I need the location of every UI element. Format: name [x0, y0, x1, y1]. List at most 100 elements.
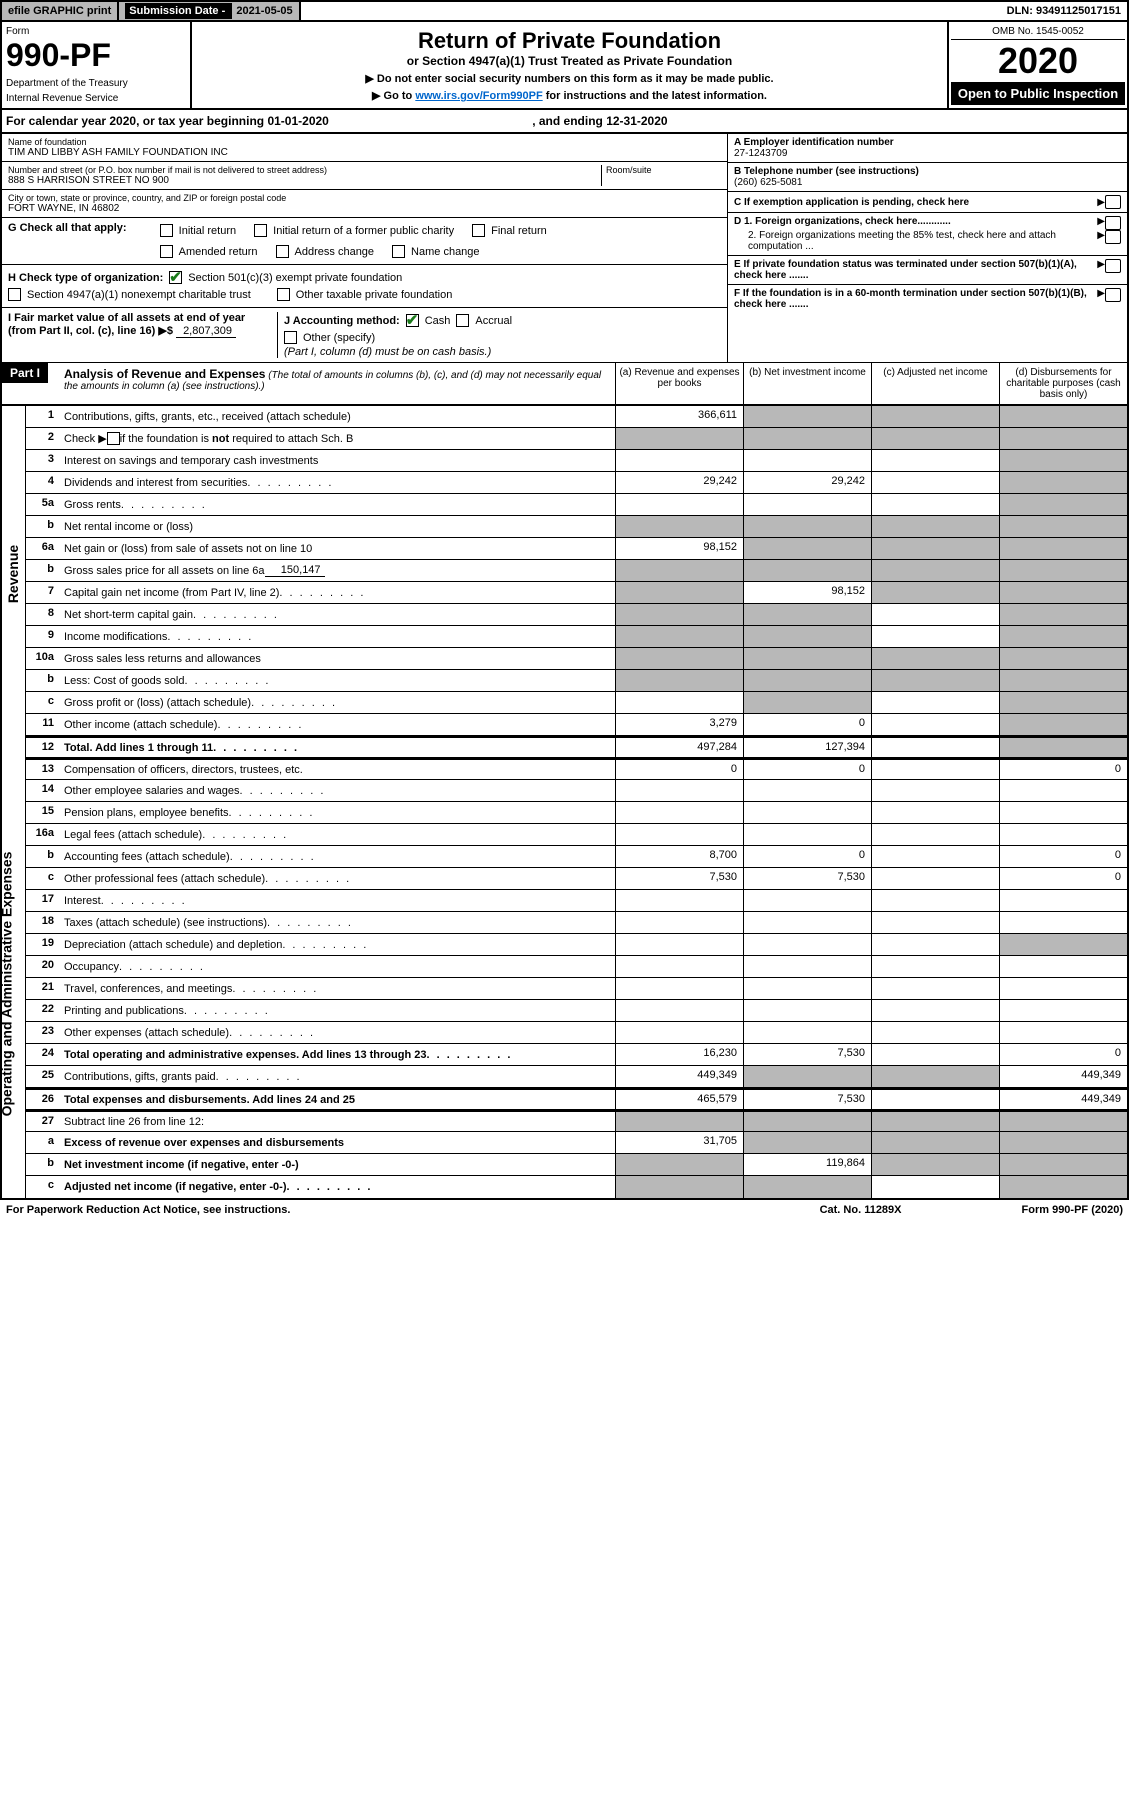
b-label: B Telephone number (see instructions) [734, 166, 1121, 177]
city-label: City or town, state or province, country… [8, 193, 721, 203]
arrow-icon: ▶ [1097, 216, 1105, 230]
g-label: G Check all that apply: [8, 222, 127, 234]
g-final-return[interactable]: Final return [472, 222, 547, 239]
entity-info: Name of foundation TIM AND LIBBY ASH FAM… [0, 134, 1129, 362]
row-7: 7Capital gain net income (from Part IV, … [26, 582, 1127, 604]
row-5a: 5aGross rents [26, 494, 1127, 516]
efile-label[interactable]: efile GRAPHIC print [2, 2, 119, 20]
table-rows: 1Contributions, gifts, grants, etc., rec… [26, 406, 1127, 1198]
subdate-label: Submission Date - [125, 3, 232, 19]
expenses-label: Operating and Administrative Expenses [0, 852, 14, 1117]
g-address-change[interactable]: Address change [276, 243, 375, 260]
j-note: (Part I, column (d) must be on cash basi… [284, 346, 721, 358]
h-501c3: Section 501(c)(3) exempt private foundat… [188, 272, 402, 284]
calyear-end: 12-31-2020 [606, 114, 667, 128]
6b-value: 150,147 [265, 564, 325, 577]
f-label: F If the foundation is in a 60-month ter… [734, 288, 1097, 310]
g-initial-return[interactable]: Initial return [160, 222, 236, 239]
row-6a: 6aNet gain or (loss) from sale of assets… [26, 538, 1127, 560]
f-cell: F If the foundation is in a 60-month ter… [728, 285, 1127, 313]
irs-link[interactable]: www.irs.gov/Form990PF [415, 90, 542, 102]
footer-left: For Paperwork Reduction Act Notice, see … [6, 1204, 290, 1216]
j-other-checkbox[interactable] [284, 331, 297, 344]
part1-title-cell: Analysis of Revenue and Expenses (The to… [60, 363, 615, 404]
row-20: 20Occupancy [26, 956, 1127, 978]
row-27: 27Subtract line 26 from line 12: [26, 1110, 1127, 1132]
footer-formno: Form 990-PF (2020) [1022, 1204, 1123, 1216]
calyear-begin: 01-01-2020 [267, 114, 328, 128]
f-checkbox[interactable] [1105, 288, 1121, 302]
schb-checkbox[interactable] [107, 432, 120, 445]
note2-pre: ▶ Go to [372, 90, 415, 102]
a-label: A Employer identification number [734, 137, 1121, 148]
section-ij: I Fair market value of all assets at end… [2, 308, 727, 362]
g-amended-return[interactable]: Amended return [160, 243, 258, 260]
calyear-pre: For calendar year 2020, or tax year begi… [6, 114, 267, 128]
form-subtitle: or Section 4947(a)(1) Trust Treated as P… [198, 54, 941, 68]
row-4: 4Dividends and interest from securities2… [26, 472, 1127, 494]
g-name-change[interactable]: Name change [392, 243, 480, 260]
calyear-mid: , and ending [532, 114, 606, 128]
row-14: 14Other employee salaries and wages [26, 780, 1127, 802]
c-cell: C If exemption application is pending, c… [728, 192, 1127, 213]
d2-checkbox[interactable] [1105, 230, 1121, 244]
footer-catno: Cat. No. 11289X [820, 1204, 902, 1216]
subdate-value: 2021-05-05 [236, 5, 292, 17]
address: 888 S HARRISON STREET NO 900 [8, 175, 601, 186]
e-checkbox[interactable] [1105, 259, 1121, 273]
note-ssn: ▶ Do not enter social security numbers o… [198, 72, 941, 85]
page-footer: For Paperwork Reduction Act Notice, see … [0, 1200, 1129, 1220]
header-right: OMB No. 1545-0052 2020 Open to Public In… [947, 22, 1127, 108]
j-accrual: Accrual [475, 315, 512, 327]
main-table: Revenue Operating and Administrative Exp… [0, 406, 1129, 1200]
d1-checkbox[interactable] [1105, 216, 1121, 230]
g-initial-former[interactable]: Initial return of a former public charit… [254, 222, 454, 239]
form-header: Form 990-PF Department of the Treasury I… [0, 22, 1129, 110]
row-18: 18Taxes (attach schedule) (see instructi… [26, 912, 1127, 934]
h-other-checkbox[interactable] [277, 288, 290, 301]
row-10c: cGross profit or (loss) (attach schedule… [26, 692, 1127, 714]
row-10a: 10aGross sales less returns and allowanc… [26, 648, 1127, 670]
c-checkbox[interactable] [1105, 195, 1121, 209]
entity-left: Name of foundation TIM AND LIBBY ASH FAM… [2, 134, 727, 362]
addr-label: Number and street (or P.O. box number if… [8, 165, 601, 175]
arrow-icon: ▶ [1097, 288, 1105, 310]
form-label: Form [6, 26, 186, 37]
e-cell: E If private foundation status was termi… [728, 256, 1127, 285]
j-other: Other (specify) [303, 332, 375, 344]
row-16b: bAccounting fees (attach schedule)8,7000… [26, 846, 1127, 868]
row-8: 8Net short-term capital gain [26, 604, 1127, 626]
dept-treasury: Department of the Treasury [6, 78, 186, 89]
city-value: FORT WAYNE, IN 46802 [8, 203, 721, 214]
h-4947-checkbox[interactable] [8, 288, 21, 301]
part1-header-row: Part I Analysis of Revenue and Expenses … [0, 362, 1129, 406]
row-16c: cOther professional fees (attach schedul… [26, 868, 1127, 890]
city-cell: City or town, state or province, country… [2, 190, 727, 218]
name-label: Name of foundation [8, 137, 721, 147]
top-bar: efile GRAPHIC print Submission Date - 20… [0, 0, 1129, 22]
revenue-label: Revenue [5, 545, 21, 603]
row-27c: cAdjusted net income (if negative, enter… [26, 1176, 1127, 1198]
submission-date: Submission Date - 2021-05-05 [119, 2, 300, 20]
phone-cell: B Telephone number (see instructions) (2… [728, 163, 1127, 192]
row-27a: aExcess of revenue over expenses and dis… [26, 1132, 1127, 1154]
j-accrual-checkbox[interactable] [456, 314, 469, 327]
row-19: 19Depreciation (attach schedule) and dep… [26, 934, 1127, 956]
row-9: 9Income modifications [26, 626, 1127, 648]
address-cell: Number and street (or P.O. box number if… [2, 162, 727, 190]
row-15: 15Pension plans, employee benefits [26, 802, 1127, 824]
foundation-name: TIM AND LIBBY ASH FAMILY FOUNDATION INC [8, 147, 721, 158]
row-27b: bNet investment income (if negative, ent… [26, 1154, 1127, 1176]
section-g: G Check all that apply: Initial return I… [2, 218, 727, 265]
side-labels: Revenue Operating and Administrative Exp… [2, 406, 26, 1198]
section-h: H Check type of organization: Section 50… [2, 265, 727, 308]
row-2: 2Check ▶ if the foundation is not requir… [26, 428, 1127, 450]
h-501c3-checkbox[interactable] [169, 271, 182, 284]
d-cell: D 1. Foreign organizations, check here..… [728, 213, 1127, 256]
form-title: Return of Private Foundation [198, 28, 941, 54]
j-cash-checkbox[interactable] [406, 314, 419, 327]
h-4947: Section 4947(a)(1) nonexempt charitable … [27, 289, 251, 301]
arrow-icon: ▶ [1097, 259, 1105, 281]
row-13: 13Compensation of officers, directors, t… [26, 758, 1127, 780]
room-label: Room/suite [606, 165, 721, 175]
